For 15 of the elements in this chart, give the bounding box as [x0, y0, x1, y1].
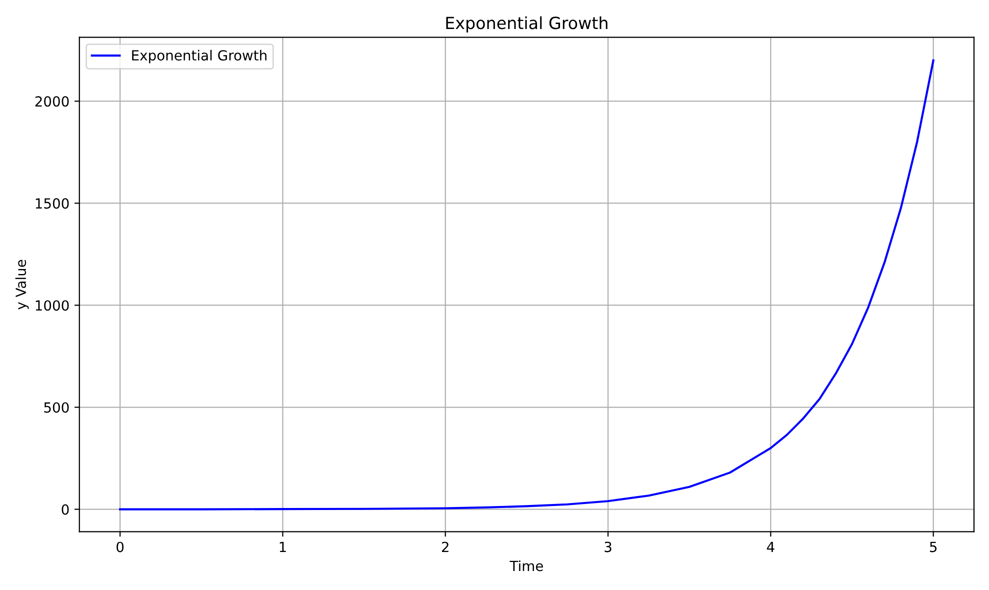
chart-title: Exponential Growth — [446, 16, 608, 32]
y-tick-label: 1000 — [36, 300, 69, 311]
x-tick-label: 5 — [930, 542, 937, 552]
x-tick-label: 3 — [604, 542, 612, 552]
y-tick-label: 500 — [44, 402, 69, 413]
x-tick-label: 2 — [442, 542, 448, 552]
x-tick-label: 4 — [766, 542, 774, 552]
y-tick-label: 1500 — [36, 198, 69, 209]
y-axis-title: y Value — [15, 260, 29, 310]
x-tick-label: 0 — [116, 542, 124, 552]
y-tick-label: 2000 — [35, 96, 69, 107]
legend-label: Exponential Growth — [132, 50, 266, 64]
x-axis-title: Time — [510, 560, 543, 572]
x-tick-label: 1 — [280, 542, 286, 552]
y-tick-label: 0 — [62, 504, 69, 515]
